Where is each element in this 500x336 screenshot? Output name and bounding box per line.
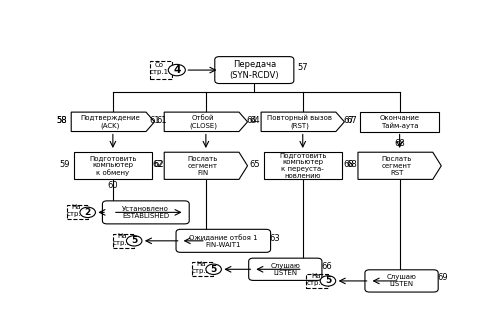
FancyBboxPatch shape <box>102 201 189 224</box>
FancyBboxPatch shape <box>365 270 438 292</box>
Text: 66: 66 <box>321 262 332 271</box>
Text: Отбой
(CLOSE): Отбой (CLOSE) <box>189 115 217 129</box>
Text: 67: 67 <box>344 116 354 125</box>
Bar <box>112 234 134 248</box>
Text: 64: 64 <box>250 116 260 125</box>
Circle shape <box>126 236 142 246</box>
Bar <box>66 205 88 219</box>
Text: На
стр.2: На стр.2 <box>66 204 86 217</box>
Bar <box>360 112 440 131</box>
Bar <box>306 274 328 288</box>
Text: 68: 68 <box>346 160 357 169</box>
Text: 58: 58 <box>56 116 68 125</box>
Text: Подготовить
компьютер
к переуста-
новлению: Подготовить компьютер к переуста- новлен… <box>279 152 326 179</box>
Text: 5: 5 <box>210 265 217 274</box>
Text: Передача
(SYN-RCDV): Передача (SYN-RCDV) <box>230 60 279 80</box>
Polygon shape <box>71 112 154 131</box>
Text: На
стр.3: На стр.3 <box>112 233 132 246</box>
Text: Послать
сегмент
RST: Послать сегмент RST <box>382 156 412 176</box>
Text: 62: 62 <box>152 160 163 169</box>
Circle shape <box>206 264 222 275</box>
Circle shape <box>80 207 96 217</box>
Polygon shape <box>261 112 344 131</box>
Text: Повторный вызов
(RST): Повторный вызов (RST) <box>268 115 332 129</box>
Text: 58: 58 <box>56 116 68 125</box>
Text: Слушаю
LISTEN: Слушаю LISTEN <box>386 275 416 287</box>
Text: 61: 61 <box>156 116 167 125</box>
Text: 2: 2 <box>84 208 91 217</box>
Circle shape <box>320 276 336 286</box>
FancyBboxPatch shape <box>176 229 270 252</box>
Text: 5: 5 <box>131 236 138 245</box>
Text: На
стр.2: На стр.2 <box>192 261 211 274</box>
Text: Послать
сегмент
FIN: Послать сегмент FIN <box>188 156 218 176</box>
Text: 63: 63 <box>270 234 280 243</box>
Text: 61: 61 <box>150 116 160 125</box>
Text: 69: 69 <box>438 272 448 282</box>
Text: 62: 62 <box>154 160 164 169</box>
Text: 65: 65 <box>250 160 260 169</box>
Text: Слушаю
LISTEN: Слушаю LISTEN <box>270 263 300 276</box>
Polygon shape <box>164 152 248 179</box>
FancyBboxPatch shape <box>215 57 294 84</box>
Bar <box>192 262 214 277</box>
FancyBboxPatch shape <box>248 258 322 281</box>
Circle shape <box>168 65 186 76</box>
Bar <box>264 152 342 179</box>
Text: Окончание
Тайм-аута: Окончание Тайм-аута <box>380 115 420 129</box>
Text: 57: 57 <box>297 63 308 72</box>
Text: 64: 64 <box>246 116 257 125</box>
Text: 68: 68 <box>394 139 405 148</box>
Polygon shape <box>164 112 248 131</box>
Text: Установлено
ESTABLISHED: Установлено ESTABLISHED <box>122 206 170 219</box>
Text: 68: 68 <box>344 160 354 169</box>
Text: 4: 4 <box>173 65 180 75</box>
Text: Со
стр.1: Со стр.1 <box>150 61 169 75</box>
Text: На
стр.3: На стр.3 <box>306 272 326 286</box>
Text: Подтверждение
(ACK): Подтверждение (ACK) <box>80 115 140 129</box>
Text: 67: 67 <box>346 116 357 125</box>
Polygon shape <box>358 152 442 179</box>
Text: Подготовить
компьютер
к обмену: Подготовить компьютер к обмену <box>89 155 136 176</box>
Bar <box>74 152 152 179</box>
Text: 59: 59 <box>60 160 70 169</box>
Text: Ожидание отбоя 1
FIN-WAIT1: Ожидание отбоя 1 FIN-WAIT1 <box>189 234 258 248</box>
Text: 60: 60 <box>108 181 118 190</box>
Text: 5: 5 <box>325 277 331 285</box>
Bar <box>150 61 172 79</box>
